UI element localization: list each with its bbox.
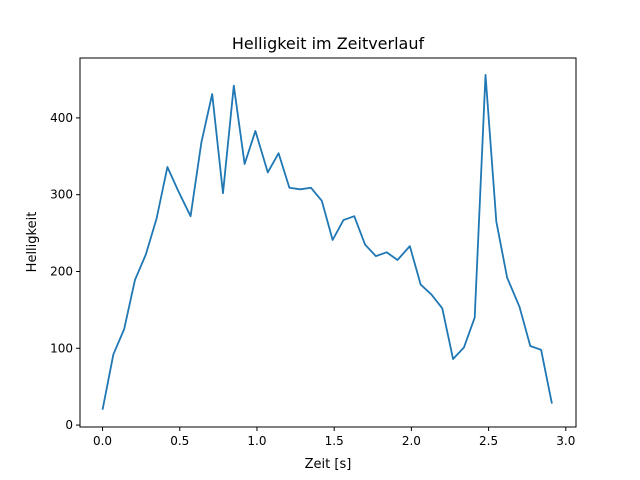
y-tick-label: 100 bbox=[50, 341, 73, 355]
y-tick-label: 0 bbox=[65, 418, 73, 432]
x-tick-label: 2.5 bbox=[479, 434, 498, 448]
x-tick-label: 0.5 bbox=[170, 434, 189, 448]
chart-title: Helligkeit im Zeitverlauf bbox=[232, 34, 425, 53]
series-line bbox=[101, 73, 553, 410]
y-tick-label: 400 bbox=[50, 111, 73, 125]
y-tick-label: 300 bbox=[50, 188, 73, 202]
x-tick-label: 0.0 bbox=[93, 434, 112, 448]
y-axis-label: Helligkeit bbox=[25, 212, 40, 273]
x-axis-label: Zeit [s] bbox=[305, 457, 352, 472]
y-tick-label: 200 bbox=[50, 264, 73, 278]
plot-frame bbox=[79, 57, 577, 428]
series-group bbox=[101, 73, 553, 410]
x-tick-label: 1.0 bbox=[247, 434, 266, 448]
axis-ticks: 0.0 0.5 1.0 1.5 2.0 2.5 3.0 0 100 200 300 400 bbox=[50, 111, 575, 448]
x-tick-label: 1.5 bbox=[325, 434, 344, 448]
x-tick-label: 2.0 bbox=[402, 434, 421, 448]
x-tick-label: 3.0 bbox=[556, 434, 575, 448]
